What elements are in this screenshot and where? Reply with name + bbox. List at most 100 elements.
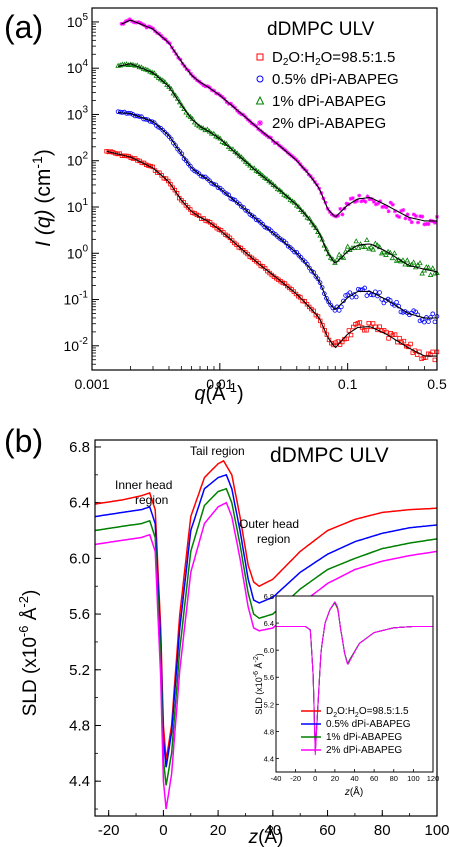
point-a xyxy=(364,236,370,243)
xtick-label-a: 0.5 xyxy=(427,376,447,392)
point-a xyxy=(353,322,358,327)
point-a xyxy=(336,213,341,218)
inset-xtick-label: 0 xyxy=(313,774,317,783)
point-a xyxy=(224,99,229,104)
inset-xtick-label: 100 xyxy=(407,774,420,783)
legend-b-item: 2% dPi-ABAPEG xyxy=(301,745,402,756)
point-a xyxy=(361,198,366,203)
point-a xyxy=(403,216,408,221)
legend-a-label: 2% dPi-ABAPEG xyxy=(272,115,386,132)
point-a xyxy=(262,266,268,271)
point-a xyxy=(401,207,406,212)
point-a xyxy=(372,240,379,246)
point-a xyxy=(418,214,423,219)
point-a xyxy=(311,308,316,314)
point-a xyxy=(344,243,351,249)
point-a xyxy=(350,196,355,201)
inset-xlabel-unit: (Å) xyxy=(350,785,363,798)
point-a xyxy=(235,108,240,113)
point-a xyxy=(411,212,416,217)
ytick-label-b: 6.4 xyxy=(69,495,90,512)
legend-a-label: 1% dPi-ABAPEG xyxy=(272,93,386,110)
point-a xyxy=(399,208,404,213)
point-a xyxy=(245,251,250,257)
point-a xyxy=(215,185,221,190)
inset-ylabel-mid: Å xyxy=(254,662,264,671)
point-a xyxy=(247,254,252,259)
xtick-label-a: 0.01 xyxy=(206,376,233,392)
series-a-2 xyxy=(115,61,440,277)
ytick-label-a: 101 xyxy=(67,197,89,215)
inset-xtick-label: 120 xyxy=(427,774,440,783)
point-a xyxy=(151,120,157,125)
point-a xyxy=(179,151,185,157)
point-a xyxy=(203,84,208,89)
point-a xyxy=(280,280,285,286)
inset-ytick-label: 5.2 xyxy=(264,700,274,709)
fit-line-a xyxy=(117,63,438,273)
ytick-label-b: 5.2 xyxy=(69,662,90,679)
inset-ytick-label: 6.8 xyxy=(264,592,274,601)
inset-xtick-label: -20 xyxy=(290,774,301,783)
point-a xyxy=(135,158,140,163)
legend-b-item: 1% dPi-ABAPEG xyxy=(301,732,402,743)
point-a xyxy=(352,199,357,204)
point-a xyxy=(146,24,151,29)
point-a xyxy=(432,220,437,225)
point-a xyxy=(315,314,321,319)
point-a xyxy=(136,20,141,25)
point-a xyxy=(173,143,178,148)
legend-a-marker xyxy=(256,53,264,61)
xtick-label-a: 0.1 xyxy=(338,376,358,392)
point-a xyxy=(339,304,344,310)
xlabel-b-z: z xyxy=(248,827,259,847)
ylabel-a-i: I xyxy=(32,241,55,247)
point-a xyxy=(221,139,228,145)
point-a xyxy=(200,174,206,180)
inset-series-3 xyxy=(276,601,433,756)
point-a xyxy=(364,293,370,298)
xlabel-a-unit-exp: -1 xyxy=(225,380,237,395)
point-a xyxy=(340,254,347,260)
point-a xyxy=(163,176,169,181)
point-a xyxy=(149,119,155,124)
point-a xyxy=(229,238,235,243)
xtick-label-b: 100 xyxy=(424,822,449,839)
inset-frame xyxy=(275,595,434,773)
point-a xyxy=(186,68,191,73)
point-a xyxy=(367,197,372,202)
xlabel-a-unit: (Å xyxy=(205,382,226,405)
point-a xyxy=(159,173,164,178)
point-a xyxy=(157,170,162,175)
point-a xyxy=(340,212,345,217)
point-a xyxy=(157,31,162,36)
point-a xyxy=(335,339,341,344)
point-a xyxy=(237,110,242,115)
panel-b-ylabel: SLD (x10-6 Å-2) xyxy=(16,590,41,717)
ytick-label-a: 100 xyxy=(67,243,89,261)
point-a xyxy=(298,206,304,212)
point-a xyxy=(127,17,132,22)
point-a xyxy=(424,222,429,227)
point-a xyxy=(370,321,376,326)
plot-b-frame xyxy=(94,439,438,817)
xtick-label-a: 0.001 xyxy=(74,376,109,392)
point-a xyxy=(317,280,323,285)
point-a xyxy=(394,299,399,305)
point-a xyxy=(373,202,378,207)
point-a xyxy=(375,327,380,333)
point-a xyxy=(311,270,316,275)
fit-line-a xyxy=(118,111,437,319)
point-a xyxy=(397,214,402,219)
point-a xyxy=(234,242,239,248)
point-a xyxy=(296,293,301,299)
point-a xyxy=(168,136,174,142)
point-a xyxy=(357,193,362,198)
point-a xyxy=(307,265,312,271)
point-a xyxy=(393,257,400,263)
inset-xtick-label: 40 xyxy=(350,774,358,783)
point-a xyxy=(348,196,353,201)
xtick-label-b: 40 xyxy=(264,822,281,839)
point-a xyxy=(386,209,391,214)
ylabel-a-q: (q) xyxy=(32,209,55,235)
